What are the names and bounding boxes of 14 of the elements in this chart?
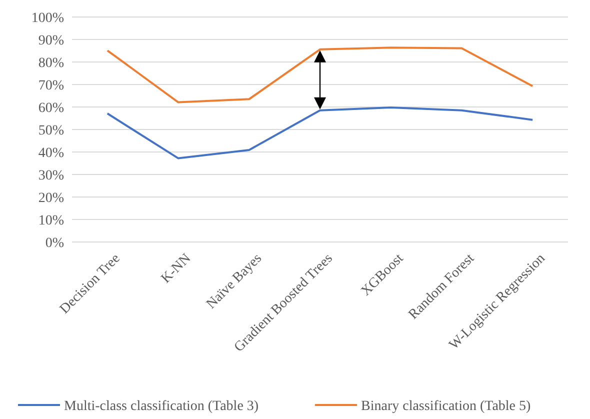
y-tick-label: 30% (38, 168, 64, 184)
legend-label: Binary classification (Table 5) (361, 398, 532, 414)
y-tick-label: 40% (38, 146, 64, 161)
y-tick-label: 50% (38, 123, 64, 138)
line-series (106, 46, 534, 104)
y-tick-label: 70% (38, 78, 64, 94)
y-tick-label: 0% (45, 236, 64, 251)
y-tick-label: 20% (38, 190, 64, 206)
y-tick-label: 60% (38, 100, 64, 116)
y-tick-label: 90% (38, 33, 64, 48)
y-tick-label: 100% (31, 10, 64, 26)
y-tick-label: 80% (38, 56, 64, 71)
legend-label: Multi-class classification (Table 3) (64, 398, 259, 414)
y-tick-label: 10% (38, 213, 64, 228)
